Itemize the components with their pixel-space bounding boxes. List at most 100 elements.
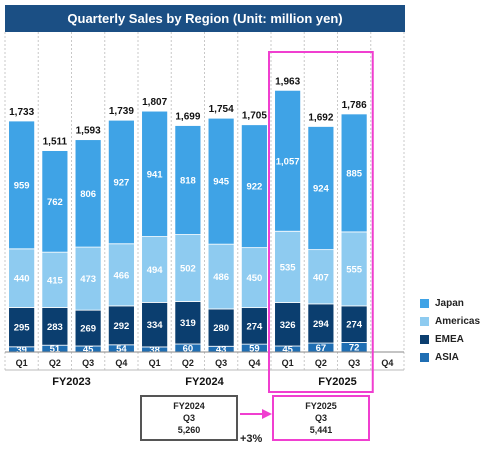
total-label: 1,511 — [43, 137, 68, 148]
data-label-asia: 60 — [183, 344, 194, 355]
bar-segment-americas — [74, 246, 102, 311]
data-label-americas: 473 — [80, 274, 96, 285]
total-label: 1,786 — [342, 100, 367, 111]
data-label-emea: 269 — [80, 324, 96, 335]
comparison-box-fy2025: FY2025 Q3 5,441 — [272, 395, 370, 441]
data-label-emea: 334 — [147, 320, 164, 331]
bar-segment-americas — [41, 251, 69, 308]
legend-label-japan: Japan — [435, 298, 464, 309]
bar-segment-japan — [274, 89, 302, 232]
comparison-fy2024-value: 5,260 — [177, 425, 201, 435]
bar-segment-emea — [307, 303, 335, 344]
comparison-fy2025-quarter: Q3 — [314, 413, 327, 423]
x-tick-label: Q3 — [215, 358, 227, 368]
bar-segment-americas — [141, 236, 169, 303]
bar-segment-emea — [340, 305, 368, 343]
data-label-japan: 924 — [313, 184, 330, 195]
data-label-asia: 45 — [83, 345, 94, 356]
bar-segment-americas — [207, 243, 235, 310]
x-tick-label: Q1 — [16, 358, 28, 368]
data-label-asia: 54 — [116, 344, 127, 355]
comparison-box-fy2024: FY2024 Q3 5,260 — [140, 395, 238, 441]
data-label-asia: 67 — [316, 343, 327, 354]
comparison-fy2025-value: 5,441 — [309, 425, 333, 435]
legend-swatch-asia — [420, 353, 429, 362]
data-label-japan: 818 — [180, 176, 196, 187]
bar-segment-japan — [174, 125, 202, 235]
gridlines — [4, 32, 405, 370]
bar-segment-americas — [307, 249, 335, 305]
highlight — [240, 51, 374, 419]
data-label-americas: 535 — [280, 262, 297, 273]
x-tick-label: Q1 — [282, 358, 294, 368]
data-label-emea: 294 — [313, 319, 330, 330]
comparison-arrow-head — [262, 409, 272, 419]
labels: 39 295 440 959 1,733 51 283 415 762 1,511 45 269 473… — [9, 76, 367, 356]
data-label-americas: 407 — [313, 272, 329, 283]
x-tick-label: Q4 — [381, 358, 393, 368]
bar-segment-japan — [141, 110, 169, 237]
legend-swatch-americas — [420, 317, 429, 326]
legend-item-asia: ASIA — [420, 352, 459, 363]
data-label-japan: 959 — [14, 180, 30, 191]
data-label-americas: 440 — [14, 274, 30, 285]
data-label-japan: 806 — [80, 189, 96, 200]
data-label-americas: 494 — [147, 265, 164, 276]
data-label-asia: 72 — [349, 343, 360, 354]
total-label: 1,705 — [242, 111, 267, 122]
data-label-japan: 927 — [113, 177, 129, 188]
data-label-americas: 555 — [346, 264, 363, 275]
data-label-emea: 292 — [113, 321, 129, 332]
total-label: 1,733 — [9, 107, 34, 118]
total-label: 1,593 — [76, 126, 101, 137]
legend-item-japan: Japan — [420, 298, 464, 309]
bar-segment-americas — [8, 248, 36, 308]
data-label-japan: 941 — [147, 169, 164, 180]
data-label-asia: 43 — [216, 345, 227, 356]
data-label-emea: 326 — [280, 320, 296, 331]
bar-segment-americas — [107, 243, 135, 307]
data-label-americas: 415 — [47, 275, 64, 286]
data-label-emea: 274 — [346, 320, 363, 331]
bar-segment-japan — [8, 120, 36, 250]
bar-segment-emea — [141, 302, 169, 348]
highlight-frame — [268, 51, 374, 393]
total-label: 1,963 — [275, 76, 300, 87]
bar-segment-americas — [274, 230, 302, 303]
comparison-fy2024-year: FY2024 — [173, 401, 205, 411]
data-label-americas: 486 — [213, 272, 229, 283]
bar-segment-japan — [41, 150, 69, 253]
bar-segment-americas — [240, 247, 268, 309]
x-tick-label: Q3 — [82, 358, 94, 368]
group-label: FY2025 — [318, 376, 357, 388]
comparison-fy2025-year: FY2025 — [305, 401, 337, 411]
group-label: FY2024 — [185, 376, 224, 388]
x-tick-label: Q4 — [248, 358, 260, 368]
bars — [8, 89, 368, 353]
data-label-asia: 59 — [249, 344, 260, 355]
legend-item-americas: Americas — [420, 316, 480, 327]
data-label-asia: 45 — [282, 345, 293, 356]
legend-label-asia: ASIA — [435, 352, 459, 363]
data-label-americas: 450 — [246, 273, 262, 284]
chart-title: Quarterly Sales by Region (Unit: million… — [5, 5, 405, 32]
data-label-japan: 1,057 — [276, 156, 300, 167]
bar-segment-japan — [207, 117, 235, 245]
data-label-asia: 38 — [149, 345, 160, 356]
data-label-americas: 502 — [180, 264, 196, 275]
data-label-emea: 319 — [180, 318, 196, 329]
legend-swatch-emea — [420, 335, 429, 344]
x-axis: Q1 Q2 Q3 Q4 Q1 Q2 Q3 Q4 Q1 Q2 Q3 Q4 FY2023 FY2024 FY20… — [5, 351, 404, 388]
x-tick-label: Q2 — [49, 358, 61, 368]
x-tick-label: Q2 — [182, 358, 194, 368]
bar-segment-japan — [240, 124, 268, 249]
bar-segment-japan — [107, 119, 135, 245]
total-label: 1,754 — [209, 104, 234, 115]
data-label-emea: 280 — [213, 323, 229, 334]
bar-segment-emea — [174, 301, 202, 345]
data-label-japan: 762 — [47, 197, 63, 208]
total-label: 1,692 — [308, 112, 333, 123]
comparison-fy2024-quarter: Q3 — [182, 413, 195, 423]
group-label: FY2023 — [52, 376, 91, 388]
